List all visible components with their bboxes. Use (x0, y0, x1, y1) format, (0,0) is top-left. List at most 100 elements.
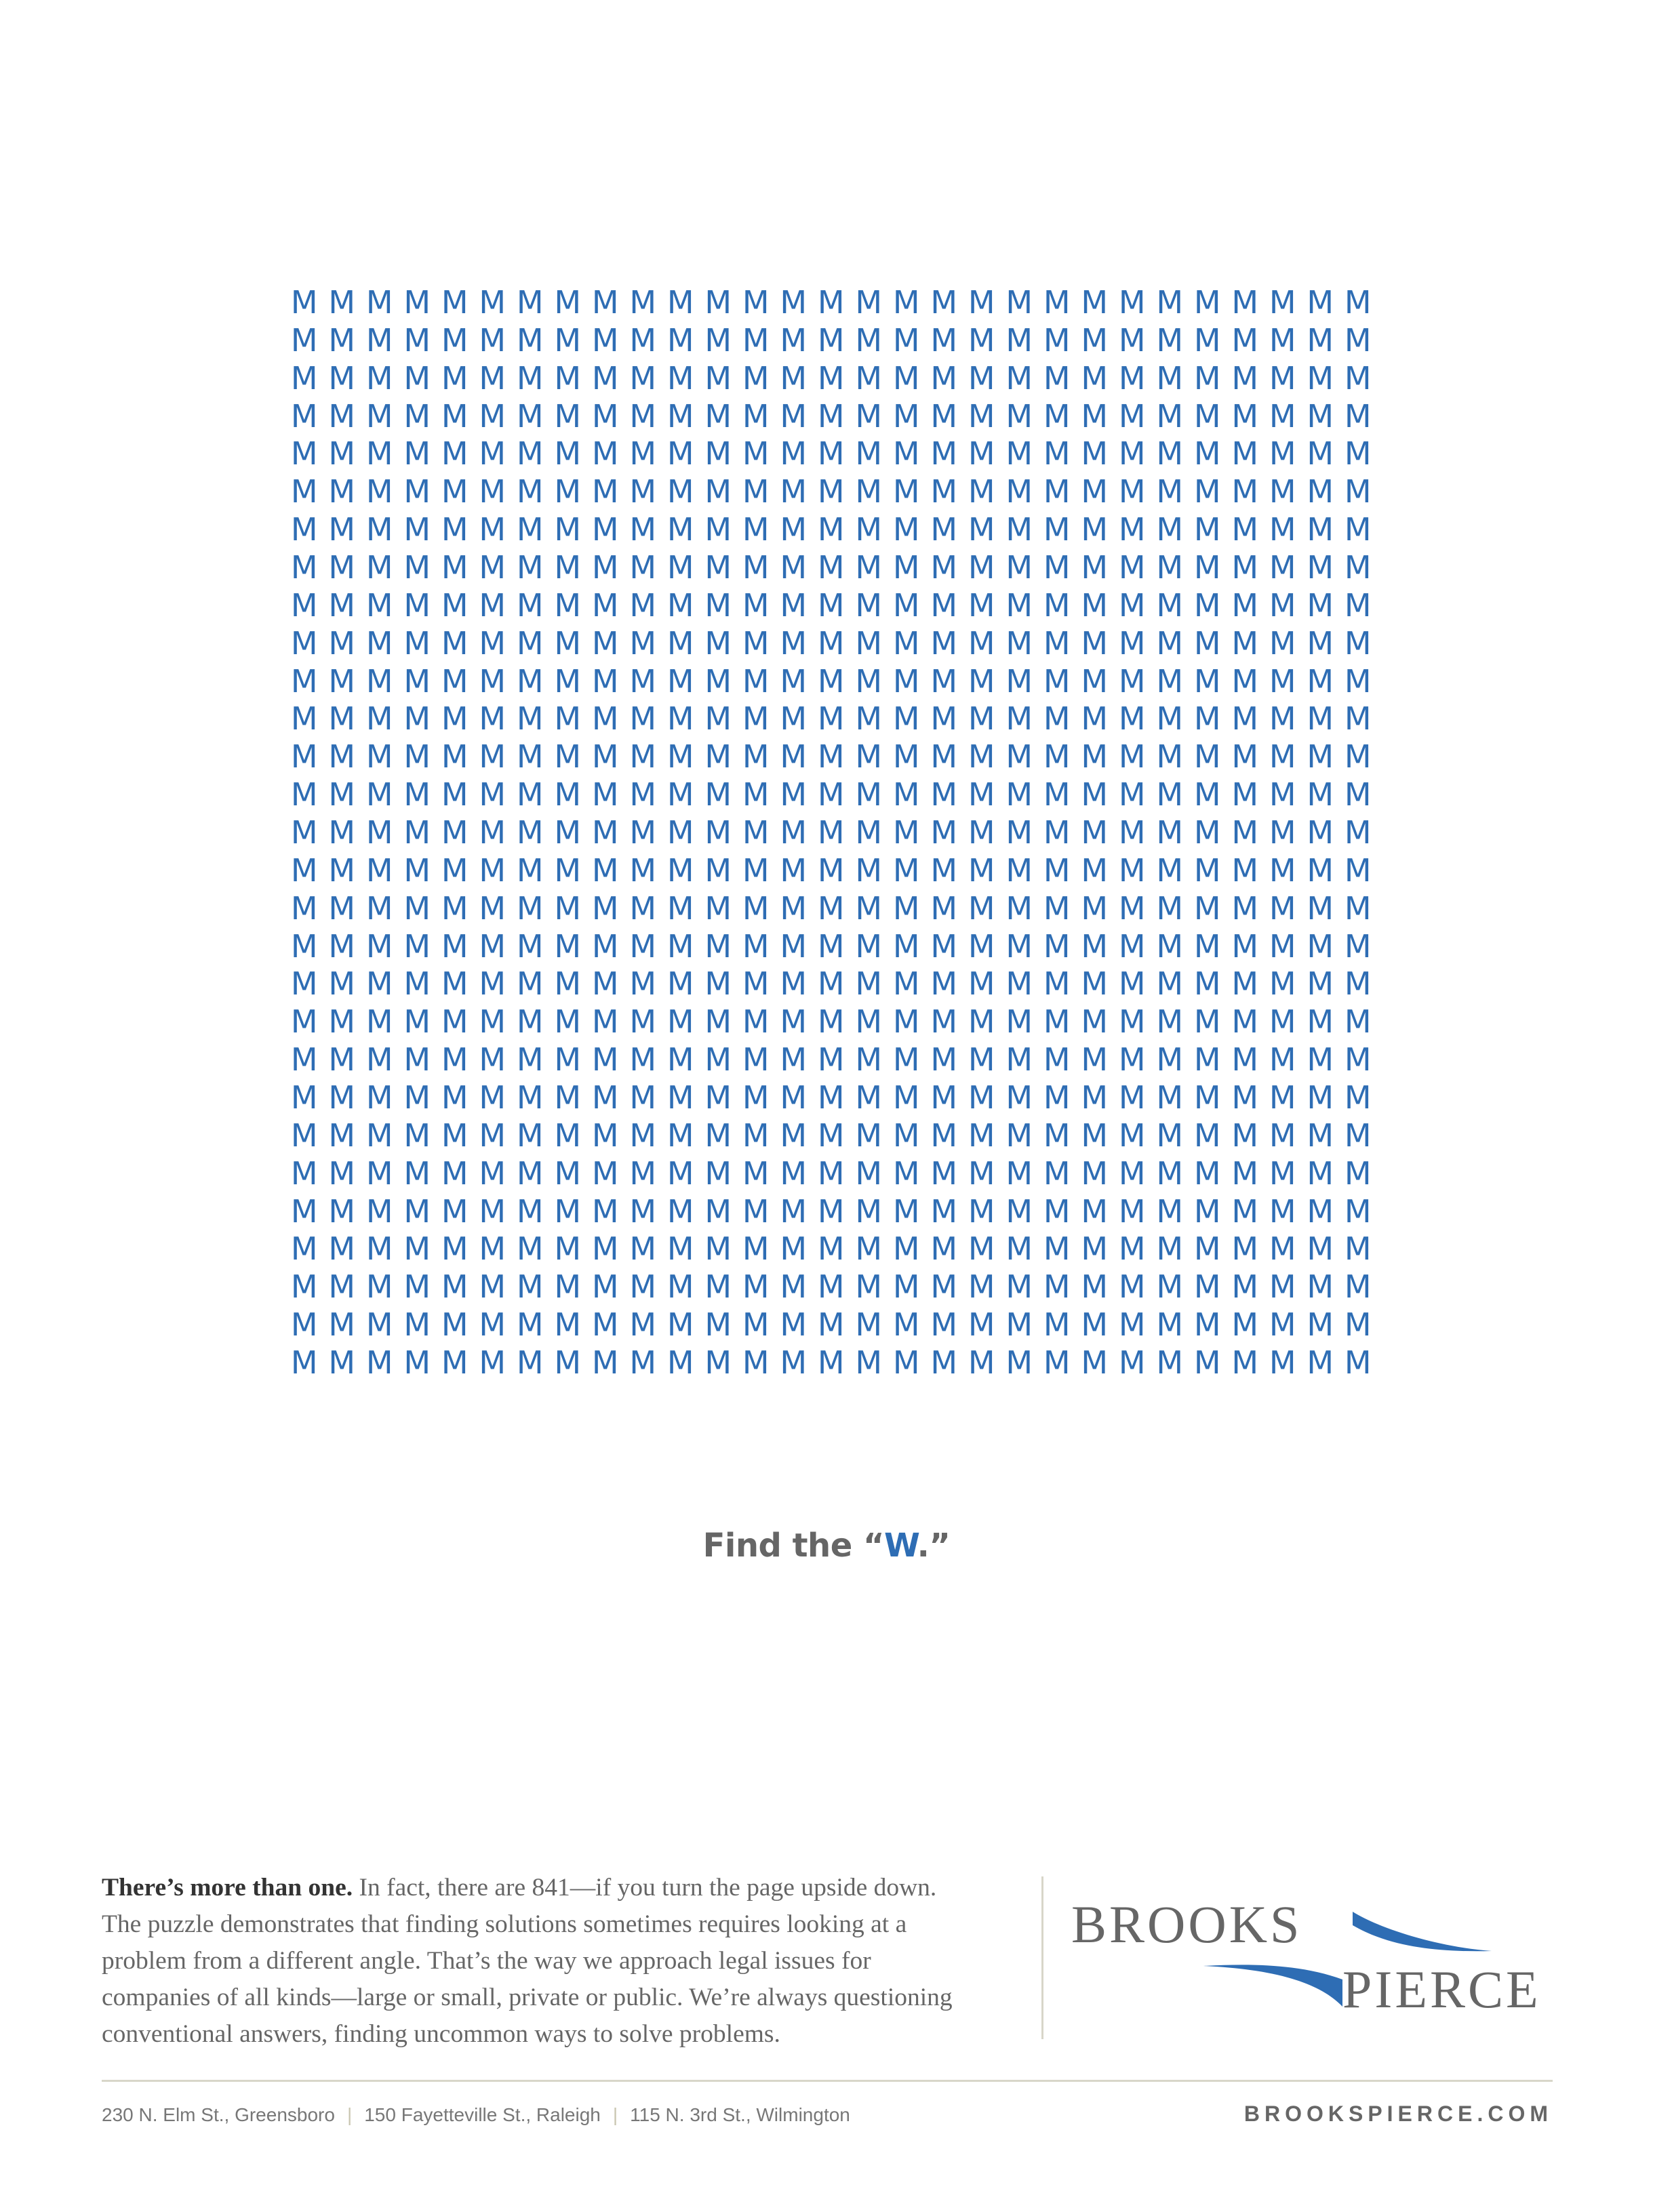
letter-cell: M (1193, 776, 1221, 813)
letter-cell: M (1043, 662, 1071, 700)
logo-lower-swoosh (1203, 1965, 1342, 2007)
letter-cell: M (1005, 851, 1033, 889)
letter-cell: M (1344, 624, 1372, 662)
letter-cell: M (1193, 511, 1221, 548)
letter-cell: M (855, 813, 883, 851)
letter-cell: M (629, 927, 657, 965)
letter-cell: M (930, 1117, 958, 1154)
letter-cell: M (1118, 1154, 1146, 1192)
letter-cell: M (403, 1192, 431, 1230)
letter-cell: M (666, 889, 694, 927)
letter-cell: M (817, 1344, 845, 1381)
letter-cell: M (892, 776, 920, 813)
letter-cell: M (1081, 700, 1109, 738)
letter-cell: M (666, 700, 694, 738)
letter-cell: M (666, 662, 694, 700)
letter-cell: M (892, 1306, 920, 1344)
letter-cell: M (1043, 965, 1071, 1003)
letter-cell: M (1156, 586, 1184, 624)
letter-cell: M (1081, 965, 1109, 1003)
letter-cell: M (742, 927, 770, 965)
letter-cell: M (704, 889, 732, 927)
letter-cell: M (629, 435, 657, 472)
letter-cell: M (855, 662, 883, 700)
letter-cell: M (403, 851, 431, 889)
letter-cell: M (591, 321, 619, 359)
letter-cell: M (1307, 511, 1334, 548)
letter-cell: M (817, 700, 845, 738)
letter-cell: M (742, 283, 770, 321)
letter-cell: M (1081, 1306, 1109, 1344)
letter-cell: M (1043, 738, 1071, 776)
letter-cell: M (666, 1117, 694, 1154)
letter-cell: M (441, 927, 469, 965)
letter-cell: M (290, 927, 318, 965)
letter-cell: M (1005, 889, 1033, 927)
letter-cell: M (554, 965, 582, 1003)
letter-cell: M (704, 927, 732, 965)
letter-cell: M (1156, 511, 1184, 548)
letter-cell: M (441, 586, 469, 624)
letter-cell: M (1043, 586, 1071, 624)
letter-cell: M (403, 889, 431, 927)
letter-cell: M (1193, 1117, 1221, 1154)
letter-cell: M (591, 851, 619, 889)
letter-cell: M (1307, 1306, 1334, 1344)
letter-cell: M (1118, 965, 1146, 1003)
letter-cell: M (704, 813, 732, 851)
headline-suffix: .” (917, 1527, 951, 1565)
letter-cell: M (1156, 1268, 1184, 1306)
letter-cell: M (479, 548, 506, 586)
letter-cell: M (1005, 1344, 1033, 1381)
letter-cell: M (1344, 700, 1372, 738)
letter-cell: M (1156, 397, 1184, 435)
letter-cell: M (1344, 473, 1372, 510)
letter-cell: M (365, 1117, 393, 1154)
letter-cell: M (780, 965, 808, 1003)
letter-cell: M (554, 1192, 582, 1230)
letter-cell: M (1307, 1344, 1334, 1381)
website-link[interactable]: BROOKSPIERCE.COM (1243, 2102, 1553, 2126)
letter-cell: M (817, 662, 845, 700)
letter-cell: M (554, 321, 582, 359)
letter-cell: M (817, 1230, 845, 1268)
letter-cell: M (1231, 624, 1259, 662)
letter-cell: M (855, 624, 883, 662)
letter-cell: M (629, 586, 657, 624)
letter-cell: M (1307, 700, 1334, 738)
letter-cell: M (930, 473, 958, 510)
letter-cell: M (629, 473, 657, 510)
letter-cell: M (1005, 548, 1033, 586)
letter-cell: M (629, 321, 657, 359)
letter-cell: M (365, 662, 393, 700)
letter-cell: M (817, 548, 845, 586)
letter-cell: M (554, 889, 582, 927)
letter-cell: M (1344, 397, 1372, 435)
letter-cell: M (780, 1192, 808, 1230)
letter-cell: M (516, 397, 544, 435)
letter-cell: M (855, 700, 883, 738)
letter-cell: M (855, 435, 883, 472)
letter-cell: M (855, 397, 883, 435)
letter-cell: M (855, 548, 883, 586)
letter-cell: M (328, 1268, 356, 1306)
letter-cell: M (930, 511, 958, 548)
letter-cell: M (1005, 1117, 1033, 1154)
letter-cell: M (441, 1306, 469, 1344)
letter-cell: M (666, 321, 694, 359)
letter-cell: M (1269, 927, 1296, 965)
letter-cell: M (290, 283, 318, 321)
letter-cell: M (1043, 1117, 1071, 1154)
letter-cell: M (780, 1306, 808, 1344)
letter-cell: M (1231, 473, 1259, 510)
letter-cell: M (704, 1344, 732, 1381)
letter-cell: M (892, 738, 920, 776)
letter-cell: M (742, 397, 770, 435)
letter-cell: M (441, 1041, 469, 1079)
letter-cell: M (290, 397, 318, 435)
letter-cell: M (328, 851, 356, 889)
letter-cell: M (1118, 1268, 1146, 1306)
letter-cell: M (666, 1079, 694, 1116)
